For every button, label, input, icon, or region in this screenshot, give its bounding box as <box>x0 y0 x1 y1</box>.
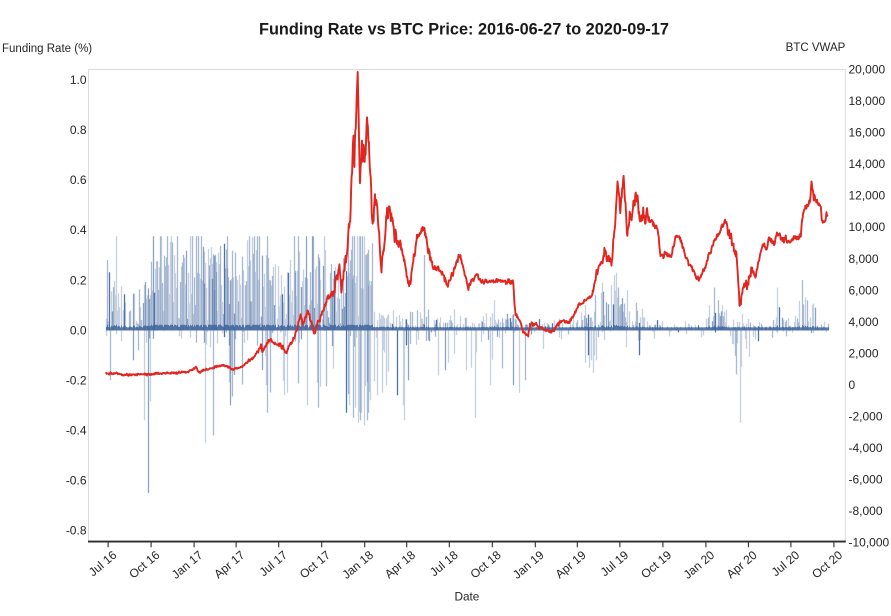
svg-text:2,000: 2,000 <box>849 346 879 360</box>
svg-text:0.2: 0.2 <box>70 273 87 287</box>
svg-text:0.6: 0.6 <box>70 173 87 187</box>
svg-text:Funding Rate vs BTC Price: 201: Funding Rate vs BTC Price: 2016-06-27 to… <box>259 21 669 39</box>
svg-text:-8,000: -8,000 <box>849 504 883 518</box>
svg-text:8,000: 8,000 <box>849 252 879 266</box>
svg-text:-0.6: -0.6 <box>66 474 87 488</box>
svg-text:0.4: 0.4 <box>70 223 87 237</box>
svg-text:18,000: 18,000 <box>849 94 886 108</box>
svg-text:10,000: 10,000 <box>849 220 886 234</box>
svg-text:0.0: 0.0 <box>70 323 87 337</box>
svg-text:BTC VWAP: BTC VWAP <box>786 42 846 54</box>
svg-text:-10,000: -10,000 <box>849 535 890 549</box>
svg-text:-6,000: -6,000 <box>849 472 883 486</box>
svg-text:-2,000: -2,000 <box>849 409 883 423</box>
svg-text:16,000: 16,000 <box>849 126 886 140</box>
svg-text:6,000: 6,000 <box>849 283 879 297</box>
svg-text:-0.4: -0.4 <box>66 424 87 438</box>
svg-text:0.8: 0.8 <box>70 123 87 137</box>
svg-text:Date: Date <box>454 590 479 604</box>
svg-text:20,000: 20,000 <box>849 63 886 77</box>
svg-text:-0.2: -0.2 <box>66 374 87 388</box>
svg-text:-4,000: -4,000 <box>849 441 883 455</box>
svg-text:4,000: 4,000 <box>849 315 879 329</box>
svg-text:12,000: 12,000 <box>849 189 886 203</box>
svg-text:-0.8: -0.8 <box>66 524 87 538</box>
svg-text:14,000: 14,000 <box>849 157 886 171</box>
svg-text:0: 0 <box>849 378 856 392</box>
svg-text:1.0: 1.0 <box>70 73 87 87</box>
svg-text:Funding Rate (%): Funding Rate (%) <box>2 43 92 55</box>
